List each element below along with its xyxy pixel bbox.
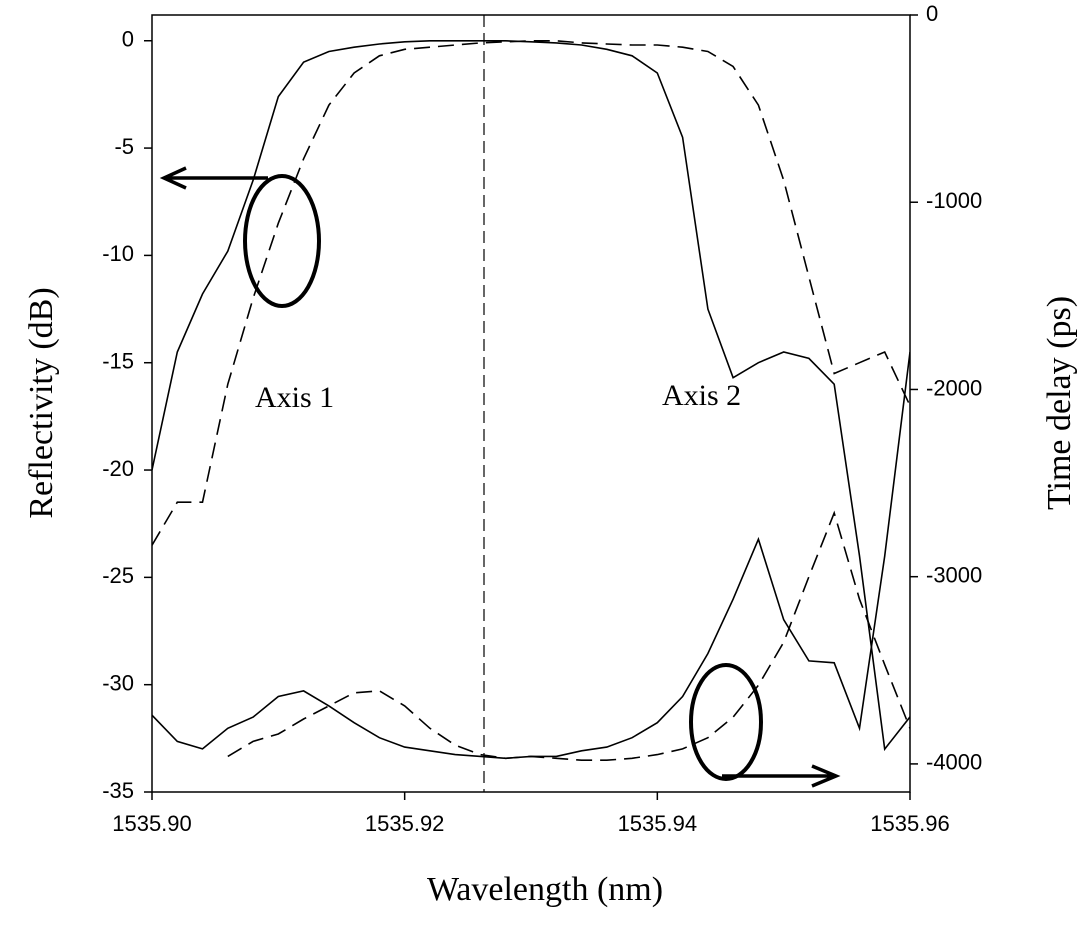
axis-ellipse [689,663,763,781]
y-tick-label: 0 [122,27,134,52]
x-tick-label: 1535.92 [365,811,445,836]
x-tick-label: 1535.90 [112,811,192,836]
annotation: Axis 1 [255,381,334,414]
y-tick-label: -20 [102,456,134,481]
y-tick-label: -10 [102,241,134,266]
x-tick-label: 1535.96 [870,811,950,836]
axis-ellipse [243,174,321,308]
y-tick-label: -5 [114,134,134,159]
x-tick-label: 1535.94 [618,811,698,836]
y2-tick-label: -1000 [926,188,982,213]
y2-tick-label: -4000 [926,750,982,775]
arrow-right [722,764,841,788]
y2-tick-label: -3000 [926,562,982,587]
data-line [152,40,910,752]
y-tick-label: -35 [102,778,134,803]
y-axis-title: Reflectivity (dB) [23,287,60,518]
y-tick-label: -30 [102,670,134,695]
y-tick-label: -25 [102,563,134,588]
x-axis-title: Wavelength (nm) [427,871,663,908]
data-line [227,510,910,761]
y2-tick-label: -2000 [926,375,982,400]
data-line [152,40,910,546]
y2-tick-label: 0 [926,1,938,26]
plot-frame [151,14,911,793]
arrow-left [159,166,268,190]
y2-axis-title: Time delay (ps) [1041,296,1078,510]
annotation: Axis 2 [662,379,741,412]
y-tick-label: -15 [102,349,134,374]
